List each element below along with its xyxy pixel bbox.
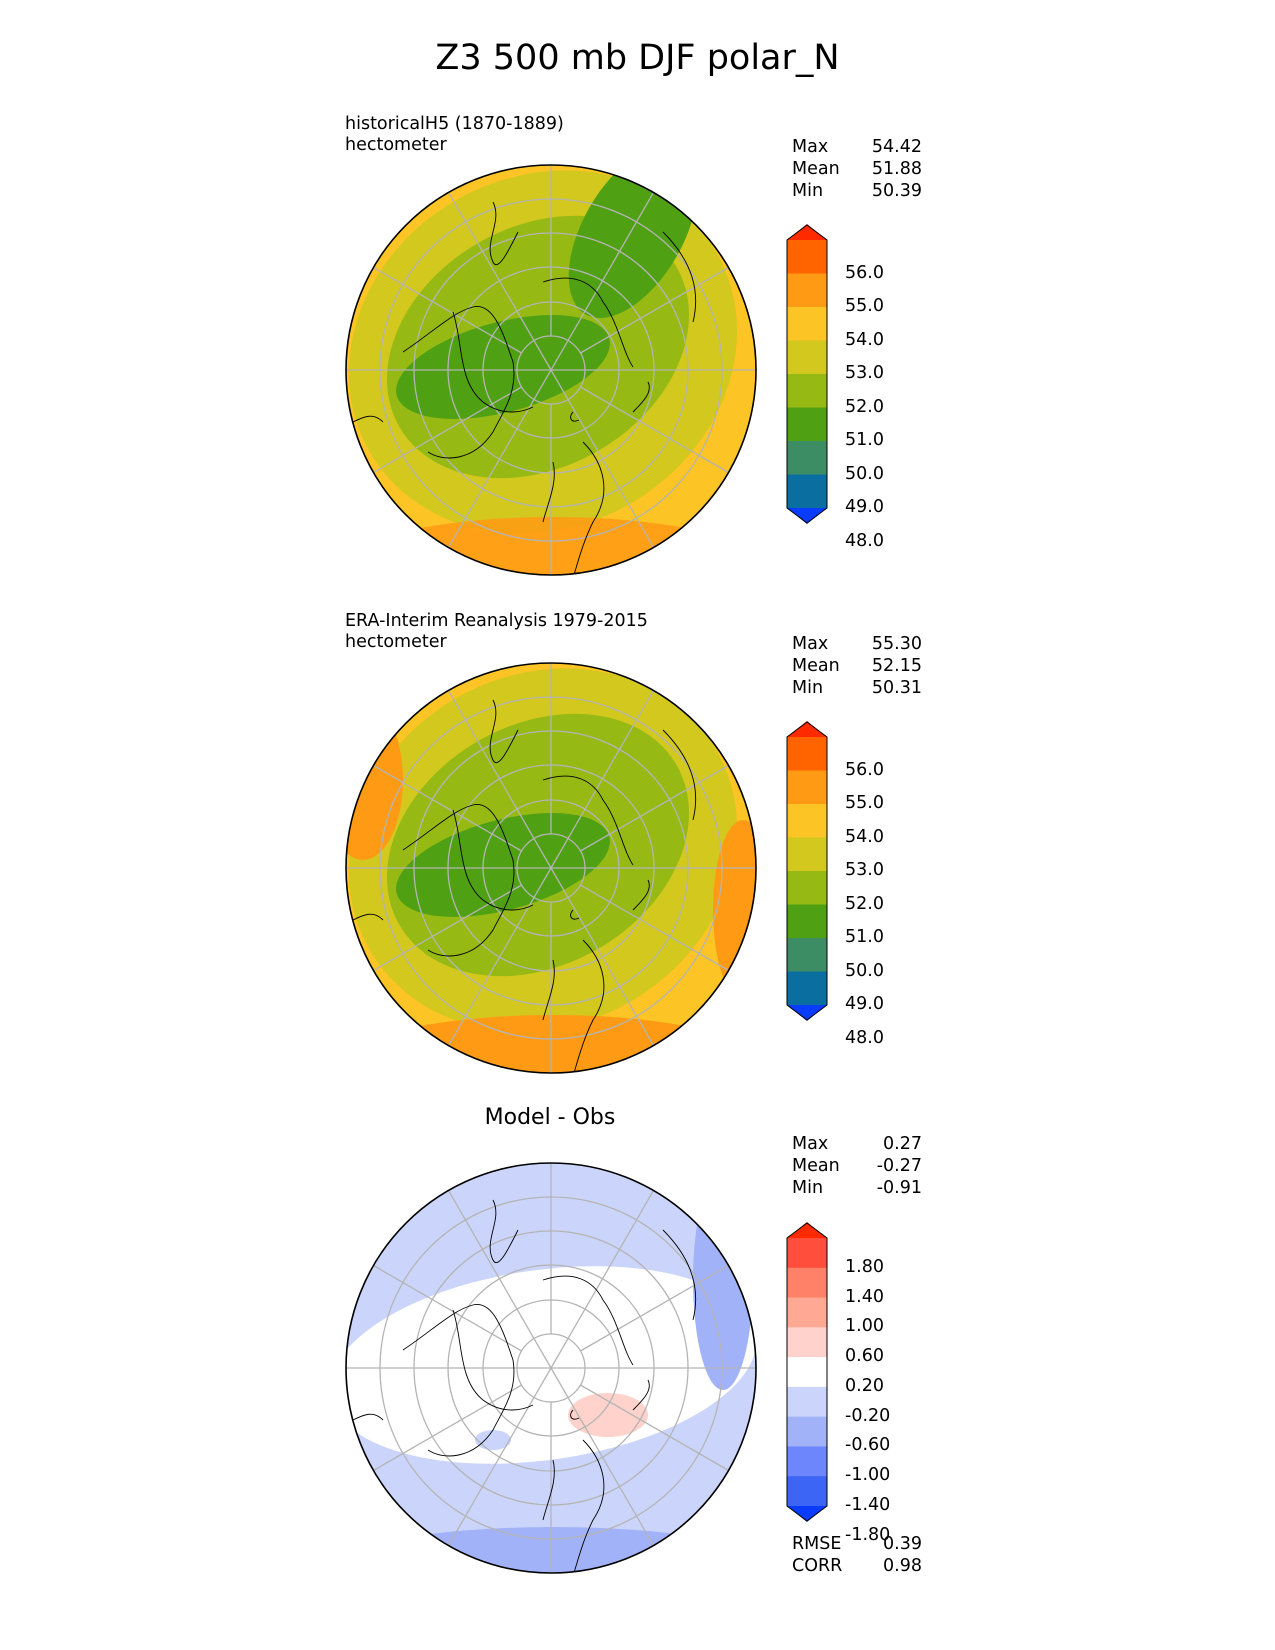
stat-max-label: Max <box>792 1134 829 1154</box>
colorbar-tick-label: 1.80 <box>845 1256 884 1277</box>
stat-mean-label: Mean <box>792 159 840 179</box>
colorbar-tick-label: 0.20 <box>845 1375 884 1396</box>
stat-max-label: Max <box>792 634 829 654</box>
colorbar-segment <box>787 1327 827 1358</box>
stat-max-value: 54.42 <box>871 137 922 157</box>
colorbar-segment <box>787 871 827 905</box>
colorbar-segment <box>787 1416 827 1447</box>
colorbar-tick-label: 1.40 <box>845 1286 884 1307</box>
corr-value: 0.98 <box>883 1556 922 1576</box>
colorbar-segment <box>787 737 827 771</box>
colorbar-tick-label: 52.0 <box>845 893 884 914</box>
colorbar-segment <box>787 1238 827 1269</box>
colorbar-tick-label: 51.0 <box>845 430 884 450</box>
colorbar-tick-label: 50.0 <box>845 960 884 981</box>
colorbar-segment <box>787 474 827 509</box>
stat-max-value: 0.27 <box>883 1134 922 1154</box>
colorbar-segment <box>787 1357 827 1388</box>
colorbar-tick-label: -1.80 <box>845 1524 891 1545</box>
colorbar-tick-label: 55.0 <box>845 296 884 316</box>
colorbar: 56.0 55.0 54.0 53.0 52.0 51.0 50.0 49.0 48.0 <box>785 224 925 551</box>
colorbar-segment <box>787 1446 827 1477</box>
stats-box: Max 0.27 Mean -0.27 Min -0.91 <box>792 1133 922 1199</box>
colorbar-segment <box>787 1267 827 1299</box>
stat-min-label: Min <box>792 678 824 698</box>
colorbar-segment <box>787 904 827 939</box>
stat-min-value: 50.39 <box>871 181 922 201</box>
colorbar-segment <box>787 374 827 408</box>
colorbar-tick-label: -0.20 <box>845 1405 891 1426</box>
colorbar-segment <box>787 1386 827 1418</box>
colorbar-segment <box>787 770 827 805</box>
colorbar-segment <box>787 1476 827 1507</box>
colorbar-segment <box>787 971 827 1006</box>
colorbar-tick-label: 50.0 <box>845 463 884 484</box>
colorbar-tick-label: 48.0 <box>845 530 884 551</box>
colorbar-tick-label: 51.0 <box>845 927 884 947</box>
stat-min-label: Min <box>792 1178 824 1198</box>
polar-map <box>345 1162 757 1574</box>
panel-subtitle: historicalH5 (1870-1889) hectometer <box>345 114 564 155</box>
corr-label: CORR <box>792 1556 843 1576</box>
colorbar-tick-label: 1.00 <box>845 1316 884 1337</box>
stat-max-label: Max <box>792 137 829 157</box>
panel-subtitle: ERA-Interim Reanalysis 1979-2015 hectome… <box>345 611 648 652</box>
colorbar-tick-label: 54.0 <box>845 329 884 350</box>
colorbar-segment <box>787 307 827 341</box>
colorbar-tick-label: 0.60 <box>845 1346 884 1367</box>
panel-model: historicalH5 (1870-1889) hectometer Max 5… <box>0 110 1275 580</box>
colorbar-tick-label: 49.0 <box>845 994 884 1014</box>
colorbar-segment <box>787 273 827 308</box>
colorbar-tick-label: -1.40 <box>845 1495 891 1515</box>
colorbar-segment <box>787 804 827 838</box>
colorbar-segment <box>787 1297 827 1328</box>
colorbar-tick-label: 52.0 <box>845 396 884 417</box>
colorbar-tick-label: 49.0 <box>845 497 884 517</box>
colorbar: 56.0 55.0 54.0 53.0 52.0 51.0 50.0 49.0 48.0 <box>785 721 925 1048</box>
colorbar-tick-label: 56.0 <box>845 262 884 283</box>
stat-mean-label: Mean <box>792 656 840 676</box>
colorbar-segment <box>787 441 827 475</box>
rmse-value: 0.39 <box>883 1534 922 1554</box>
error-stats: RMSE 0.39 CORR 0.98 <box>792 1533 922 1577</box>
stat-mean-value: 52.15 <box>871 656 922 676</box>
stat-min-value: 50.31 <box>871 678 922 698</box>
colorbar-segment <box>787 837 827 872</box>
stat-mean-label: Mean <box>792 1156 840 1176</box>
panel-title: Model - Obs <box>484 1105 616 1130</box>
stat-mean-value: -0.27 <box>876 1156 922 1176</box>
panel-diff: Model - Obs Max 0.27 Mean -0.27 Min -0.91 1… <box>0 1105 1275 1605</box>
stats-box: Max 55.30 Mean 52.15 Min 50.31 <box>792 633 922 699</box>
colorbar-tick-label: -0.60 <box>845 1435 891 1456</box>
polar-map <box>345 662 757 1074</box>
stat-mean-value: 51.88 <box>871 159 922 179</box>
stat-max-value: 55.30 <box>871 634 922 654</box>
polar-map <box>345 164 757 576</box>
colorbar-tick-label: 54.0 <box>845 826 884 847</box>
stats-box: Max 54.42 Mean 51.88 Min 50.39 <box>792 136 922 202</box>
figure-title: Z3 500 mb DJF polar_N <box>435 38 840 78</box>
stat-min-value: -0.91 <box>876 1178 922 1198</box>
colorbar-graphic <box>786 1222 828 1522</box>
colorbar-segment <box>787 938 827 972</box>
colorbar-tick-label: 55.0 <box>845 793 884 813</box>
colorbar-tick-label: 53.0 <box>845 860 884 880</box>
colorbar-graphic <box>786 721 828 1021</box>
colorbar-tick-label: 48.0 <box>845 1027 884 1048</box>
rmse-label: RMSE <box>792 1534 842 1554</box>
stat-min-label: Min <box>792 181 824 201</box>
colorbar-graphic <box>786 224 828 524</box>
colorbar-segment <box>787 340 827 375</box>
colorbar-tick-label: -1.00 <box>845 1465 891 1486</box>
panel-obs: ERA-Interim Reanalysis 1979-2015 hectome… <box>0 607 1275 1077</box>
colorbar-tick-label: 56.0 <box>845 759 884 780</box>
colorbar-tick-label: 53.0 <box>845 363 884 383</box>
colorbar: 1.80 1.40 1.00 0.60 0.20 -0.20 -0.60 -1.00 -1.40… <box>785 1222 925 1545</box>
colorbar-segment <box>787 407 827 442</box>
colorbar-segment <box>787 240 827 274</box>
